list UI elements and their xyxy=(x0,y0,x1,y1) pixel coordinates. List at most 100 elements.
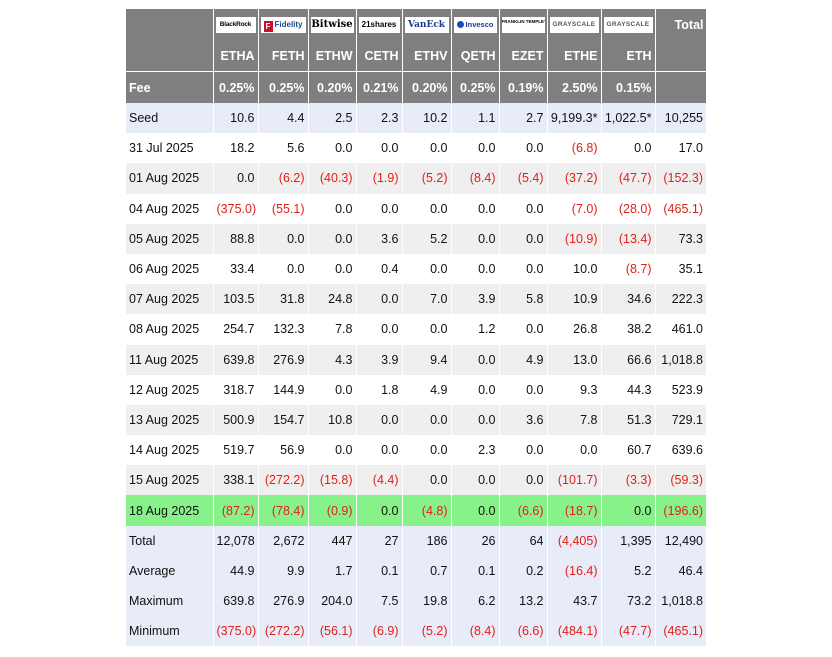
flow-cell: 0.0 xyxy=(451,495,500,526)
flow-cell: 0.0 xyxy=(451,344,500,375)
flow-cell: 2.7 xyxy=(499,103,548,134)
row-total-cell: 1,018.8 xyxy=(655,344,706,375)
flow-cell: 0.0 xyxy=(308,133,357,164)
row-total-cell: 46.4 xyxy=(655,555,706,586)
flow-cell: (0.9) xyxy=(308,495,357,526)
flow-cell: 10.8 xyxy=(308,404,357,436)
table-row: 12 Aug 2025 318.7 144.9 0.0 1.8 4.9 0.0 0.0 9.3 4… xyxy=(126,374,706,405)
flow-cell: 254.7 xyxy=(213,314,259,345)
table-row: 04 Aug 2025 (375.0) (55.1) 0.0 0.0 0.0 0.0 0.0(… xyxy=(126,193,706,224)
flow-cell: 276.9 xyxy=(258,586,309,617)
flow-cell: 2,672 xyxy=(258,525,309,556)
flow-cell: 0.1 xyxy=(356,555,403,586)
row-total-cell: 523.9 xyxy=(655,374,706,405)
flow-cell: 0.0 xyxy=(451,133,500,164)
table-row: 06 Aug 2025 33.4 0.0 0.0 0.4 0.0 0.0 0.0 10.0 (8.… xyxy=(126,253,706,285)
etf-flow-table: BlackRock F Fidelity Bitwise 21shares Van… xyxy=(126,9,707,647)
ticker-cell: ETHW xyxy=(308,40,357,72)
flow-cell: 0.4 xyxy=(356,253,403,285)
flow-cell: (8.7) xyxy=(601,253,656,285)
flow-cell: (484.1) xyxy=(547,616,602,647)
grayscale-logo-icon: GRAYSCALE xyxy=(603,16,653,33)
provider-logo-row: BlackRock F Fidelity Bitwise 21shares Van… xyxy=(126,9,707,40)
flow-cell: 5.2 xyxy=(601,555,656,586)
flow-cell: 0.0 xyxy=(499,314,548,345)
flow-cell: 0.0 xyxy=(499,193,548,224)
row-total-cell: (465.1) xyxy=(655,193,706,224)
flow-cell: 43.7 xyxy=(547,586,602,617)
flow-cell: 27 xyxy=(356,525,403,556)
flow-cell: 0.0 xyxy=(356,314,403,345)
flow-cell: 318.7 xyxy=(213,374,259,405)
flow-cell: 0.0 xyxy=(402,133,452,164)
flow-cell: 144.9 xyxy=(258,374,309,405)
flow-cell: 10.9 xyxy=(547,284,602,315)
flow-cell: 0.0 xyxy=(451,253,500,285)
flow-cell: 0.0 xyxy=(402,253,452,285)
flow-cell: 3.9 xyxy=(451,284,500,315)
flow-cell: (87.2) xyxy=(213,495,259,526)
flow-cell: 0.0 xyxy=(356,435,403,466)
flow-cell: (56.1) xyxy=(308,616,357,647)
flow-cell: 3.9 xyxy=(356,344,403,375)
invesco-logo-icon: Invesco xyxy=(453,16,497,33)
flow-cell: 639.8 xyxy=(213,344,259,375)
row-label: 11 Aug 2025 xyxy=(126,344,214,375)
row-label: 06 Aug 2025 xyxy=(126,253,214,285)
flow-cell: 447 xyxy=(308,525,357,556)
row-total-cell: 1,018.8 xyxy=(655,586,706,617)
etf-flow-table-container: BlackRock F Fidelity Bitwise 21shares Van… xyxy=(126,9,707,647)
flow-cell: 1.8 xyxy=(356,374,403,405)
flow-cell: (18.7) xyxy=(547,495,602,526)
flow-cell: 338.1 xyxy=(213,465,259,496)
flow-cell: (13.4) xyxy=(601,223,656,254)
table-row: Minimum (375.0) (272.2) (56.1) (6.9) (5.2) (8.… xyxy=(126,616,706,647)
flow-cell: 0.0 xyxy=(356,284,403,315)
flow-cell: 13.0 xyxy=(547,344,602,375)
flow-cell: 5.2 xyxy=(402,223,452,254)
flow-cell: 4.9 xyxy=(499,344,548,375)
row-label: Maximum xyxy=(126,586,214,617)
row-total-cell: 35.1 xyxy=(655,253,706,285)
table-row: 14 Aug 2025 519.7 56.9 0.0 0.0 0.0 2.3 0.0 0.0 60… xyxy=(126,435,706,466)
flow-cell: 0.0 xyxy=(402,404,452,436)
flow-cell: 2.3 xyxy=(451,435,500,466)
ticker-total-cell xyxy=(655,40,707,72)
flow-cell: 0.0 xyxy=(258,253,309,285)
flow-cell: 0.0 xyxy=(308,435,357,466)
flow-cell: 4.4 xyxy=(258,103,309,134)
fee-cell: 0.25% xyxy=(213,71,259,103)
blackrock-logo-icon: BlackRock xyxy=(215,16,256,33)
fidelity-logo-icon: F Fidelity xyxy=(260,16,306,33)
table-row: 15 Aug 2025 338.1 (272.2) (15.8) (4.4) 0.0 0.0… xyxy=(126,465,706,496)
flow-cell: (10.9) xyxy=(547,223,602,254)
flow-cell: (6.2) xyxy=(258,163,309,194)
flow-cell: (101.7) xyxy=(547,465,602,496)
flow-cell: 1.2 xyxy=(451,314,500,345)
table-row: Maximum 639.8 276.9 204.0 7.5 19.8 6.2 13.2 43.7… xyxy=(126,586,706,617)
flow-cell: 276.9 xyxy=(258,344,309,375)
flow-cell: 0.0 xyxy=(601,495,656,526)
table-row: 08 Aug 2025 254.7 132.3 7.8 0.0 0.0 1.2 0.0 26.8… xyxy=(126,314,706,345)
provider-logo-cell: VanEck xyxy=(402,9,452,40)
flow-cell: (7.0) xyxy=(547,193,602,224)
flow-cell: (55.1) xyxy=(258,193,309,224)
provider-logo-cell: GRAYSCALE xyxy=(547,9,602,40)
row-total-cell: 12,490 xyxy=(655,525,706,556)
flow-cell: (3.3) xyxy=(601,465,656,496)
flow-cell: 639.8 xyxy=(213,586,259,617)
21shares-logo-icon: 21shares xyxy=(358,16,400,33)
table-row: 05 Aug 2025 88.8 0.0 0.0 3.6 5.2 0.0 0.0 (10.9)(… xyxy=(126,223,706,254)
flow-cell: 18.2 xyxy=(213,133,259,164)
table-row: Total 12,078 2,672 447 27 186 26 64 (4,405) 1,395… xyxy=(126,525,706,556)
table-row: Seed 10.6 4.4 2.5 2.3 10.2 1.1 2.7 9,199.3* 1,022… xyxy=(126,103,706,134)
total-column-header: Total xyxy=(655,9,707,40)
ticker-cell: ETHV xyxy=(402,40,452,72)
row-label: 01 Aug 2025 xyxy=(126,163,214,194)
vaneck-logo-icon: VanEck xyxy=(404,16,449,33)
row-label: 07 Aug 2025 xyxy=(126,284,214,315)
ticker-cell: QETH xyxy=(451,40,500,72)
flow-cell: 0.0 xyxy=(499,435,548,466)
flow-cell: (47.7) xyxy=(601,616,656,647)
flow-cell: (375.0) xyxy=(213,193,259,224)
